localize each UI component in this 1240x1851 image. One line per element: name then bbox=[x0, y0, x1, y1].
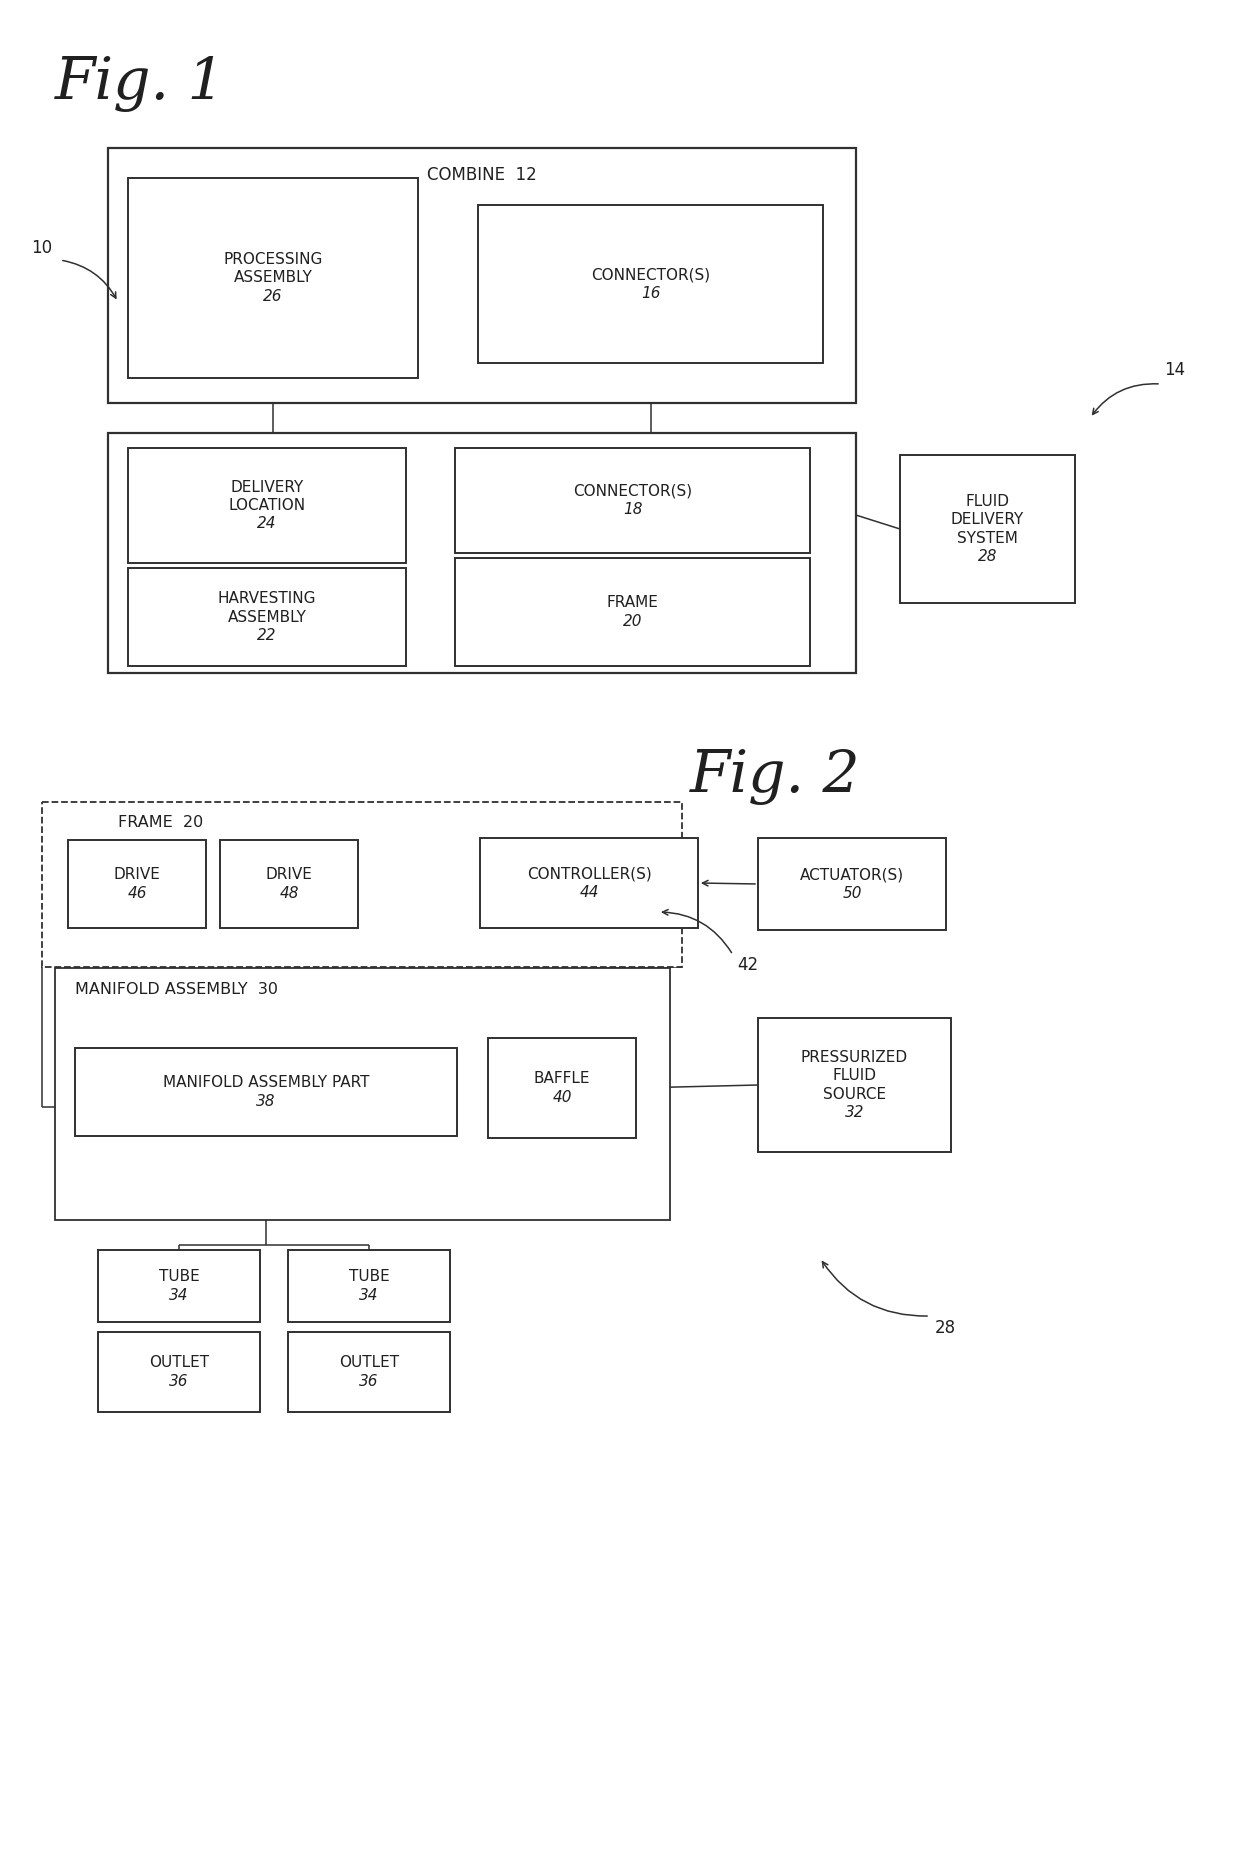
Text: MANIFOLD ASSEMBLY PART: MANIFOLD ASSEMBLY PART bbox=[162, 1075, 370, 1090]
Text: SOURCE: SOURCE bbox=[823, 1087, 887, 1101]
Text: 40: 40 bbox=[552, 1090, 572, 1105]
Bar bbox=[288, 1249, 450, 1322]
Bar bbox=[455, 557, 810, 666]
Text: 34: 34 bbox=[360, 1288, 378, 1303]
Bar bbox=[477, 205, 823, 363]
Text: Fig. 1: Fig. 1 bbox=[55, 56, 226, 111]
Text: TUBE: TUBE bbox=[348, 1270, 389, 1285]
Text: OUTLET: OUTLET bbox=[149, 1355, 210, 1370]
Bar bbox=[128, 448, 405, 563]
Text: COMBINE  12: COMBINE 12 bbox=[427, 167, 537, 183]
Text: 24: 24 bbox=[257, 516, 277, 531]
Text: DELIVERY: DELIVERY bbox=[951, 513, 1024, 528]
Bar bbox=[288, 1333, 450, 1412]
Text: HARVESTING: HARVESTING bbox=[218, 590, 316, 607]
Text: LOCATION: LOCATION bbox=[228, 498, 305, 513]
Text: 46: 46 bbox=[128, 885, 146, 901]
Text: CONTROLLER(S): CONTROLLER(S) bbox=[527, 866, 651, 881]
Text: Fig. 2: Fig. 2 bbox=[689, 748, 861, 805]
Bar bbox=[758, 839, 946, 929]
Text: 38: 38 bbox=[257, 1094, 275, 1109]
Text: DRIVE: DRIVE bbox=[265, 868, 312, 883]
Text: FLUID: FLUID bbox=[832, 1068, 877, 1083]
Text: TUBE: TUBE bbox=[159, 1270, 200, 1285]
Text: 36: 36 bbox=[169, 1373, 188, 1388]
Text: BAFFLE: BAFFLE bbox=[533, 1072, 590, 1087]
Text: FLUID: FLUID bbox=[966, 494, 1009, 509]
Text: DRIVE: DRIVE bbox=[114, 868, 160, 883]
Bar bbox=[455, 448, 810, 553]
Bar bbox=[108, 148, 856, 404]
Bar bbox=[128, 178, 418, 378]
Bar bbox=[98, 1333, 260, 1412]
Text: FRAME: FRAME bbox=[606, 596, 658, 611]
Bar bbox=[42, 801, 682, 966]
Bar bbox=[219, 840, 358, 927]
Bar bbox=[74, 1048, 458, 1137]
Text: ASSEMBLY: ASSEMBLY bbox=[228, 609, 306, 624]
Text: 48: 48 bbox=[279, 885, 299, 901]
Text: ASSEMBLY: ASSEMBLY bbox=[233, 270, 312, 285]
Text: OUTLET: OUTLET bbox=[339, 1355, 399, 1370]
Text: SYSTEM: SYSTEM bbox=[957, 531, 1018, 546]
Text: CONNECTOR(S): CONNECTOR(S) bbox=[591, 267, 711, 283]
Bar bbox=[68, 840, 206, 927]
Bar bbox=[758, 1018, 951, 1151]
Bar bbox=[108, 433, 856, 674]
Text: MANIFOLD ASSEMBLY  30: MANIFOLD ASSEMBLY 30 bbox=[74, 983, 278, 998]
Text: 22: 22 bbox=[257, 627, 277, 642]
Text: 32: 32 bbox=[844, 1105, 864, 1120]
Text: 28: 28 bbox=[935, 1320, 956, 1336]
Text: DELIVERY: DELIVERY bbox=[231, 479, 304, 494]
Text: 34: 34 bbox=[169, 1288, 188, 1303]
Text: 16: 16 bbox=[641, 285, 660, 300]
Text: PRESSURIZED: PRESSURIZED bbox=[801, 1050, 908, 1066]
Text: 50: 50 bbox=[842, 885, 862, 901]
Text: 10: 10 bbox=[31, 239, 52, 257]
Bar bbox=[55, 968, 670, 1220]
Text: 44: 44 bbox=[579, 885, 599, 900]
Bar bbox=[900, 455, 1075, 603]
Text: ACTUATOR(S): ACTUATOR(S) bbox=[800, 868, 904, 883]
Text: CONNECTOR(S): CONNECTOR(S) bbox=[573, 483, 692, 500]
Text: 28: 28 bbox=[978, 548, 997, 565]
Text: 14: 14 bbox=[1164, 361, 1185, 379]
Text: FRAME  20: FRAME 20 bbox=[118, 814, 203, 829]
Text: 36: 36 bbox=[360, 1373, 378, 1388]
Bar bbox=[98, 1249, 260, 1322]
Text: PROCESSING: PROCESSING bbox=[223, 252, 322, 267]
Text: 26: 26 bbox=[263, 289, 283, 304]
Bar bbox=[128, 568, 405, 666]
Bar bbox=[489, 1038, 636, 1138]
Bar bbox=[480, 839, 698, 927]
Text: 18: 18 bbox=[622, 502, 642, 516]
Text: 42: 42 bbox=[738, 955, 759, 974]
Text: 20: 20 bbox=[622, 613, 642, 629]
